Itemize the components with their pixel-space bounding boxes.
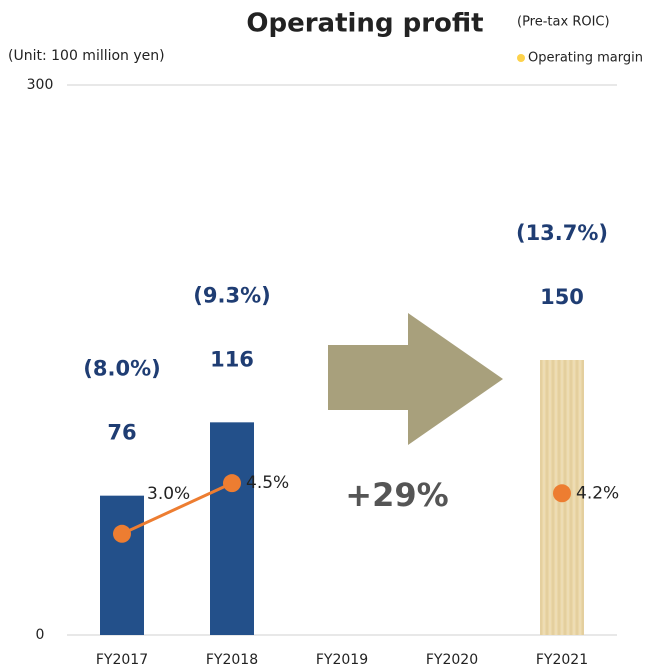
growth-annotation: +29%	[345, 476, 448, 514]
bar	[100, 495, 144, 635]
margin-label: 4.5%	[246, 473, 289, 493]
bar	[210, 422, 254, 635]
bar-value-label: 150	[540, 285, 584, 309]
x-tick-label: FY2021	[536, 652, 588, 668]
x-tick-label: FY2017	[96, 652, 148, 668]
margin-point	[553, 484, 571, 503]
legend-marker	[517, 54, 525, 62]
roic-label: (9.3%)	[193, 283, 270, 307]
chart-title: Operating profit	[246, 9, 483, 39]
margin-label: 3.0%	[147, 484, 190, 504]
growth-arrow	[328, 313, 503, 445]
roic-label: (8.0%)	[83, 357, 160, 381]
y-tick-label: 0	[36, 627, 45, 643]
roic-label: (13.7%)	[516, 221, 608, 245]
margin-point	[113, 524, 131, 543]
legend-label: Operating margin	[528, 51, 643, 66]
y-tick-label: 300	[27, 77, 54, 93]
margin-point	[223, 474, 241, 493]
unit-label: (Unit: 100 million yen)	[8, 48, 165, 64]
x-tick-label: FY2020	[426, 652, 478, 668]
roic-legend: (Pre-tax ROIC)	[517, 15, 610, 30]
bar-value-label: 76	[107, 421, 136, 445]
bar-value-label: 116	[210, 347, 254, 371]
margin-label: 4.2%	[576, 483, 619, 503]
x-tick-label: FY2019	[316, 652, 368, 668]
x-tick-label: FY2018	[206, 652, 258, 668]
margin-line	[121, 481, 233, 536]
